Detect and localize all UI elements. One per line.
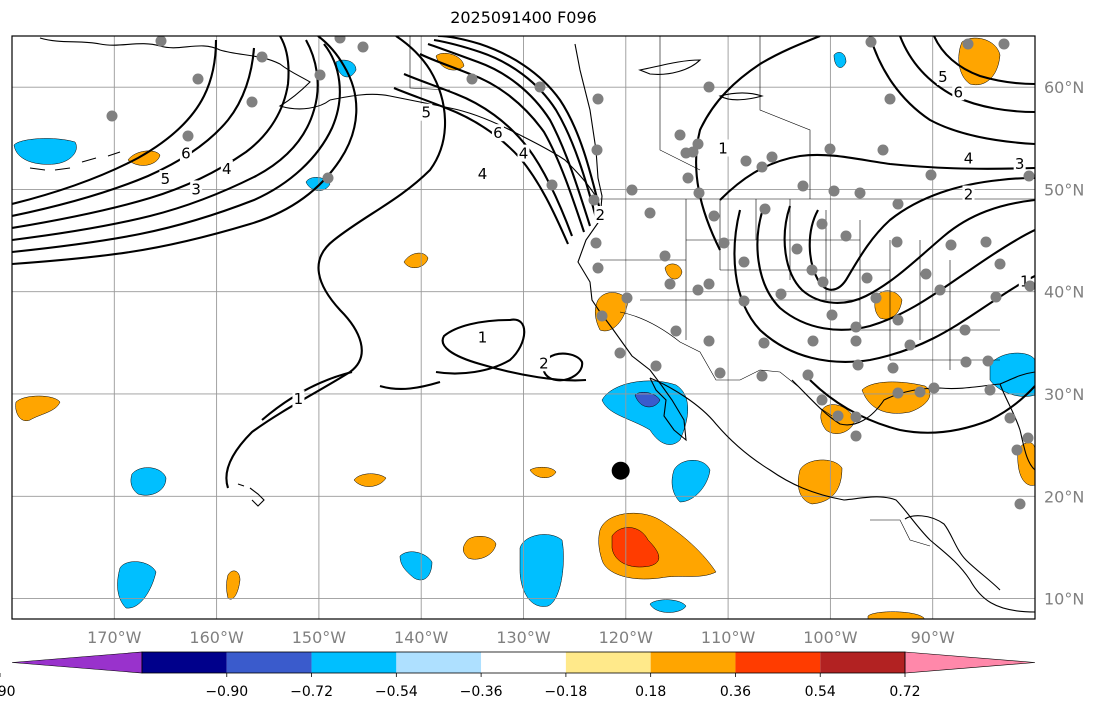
- lat-tick-label: 10°N: [1044, 590, 1084, 609]
- contour-label: 3: [1015, 155, 1025, 173]
- contour-label-bg: [420, 103, 433, 121]
- colorbar-tick-label: −0.54: [375, 684, 418, 700]
- contour-lines: [12, 36, 1035, 489]
- lat-tick-label: 60°N: [1044, 78, 1084, 97]
- contour-label-bg: [179, 144, 192, 162]
- contour-label: 5: [938, 68, 948, 86]
- contour-label-bg: [594, 205, 607, 223]
- lon-tick-label: 140°W: [394, 628, 449, 647]
- contour-label: 4: [478, 165, 488, 183]
- map-title: 2025091400 F096: [450, 8, 597, 27]
- storm-center-marker: [611, 461, 630, 480]
- lat-tick-label: 20°N: [1044, 487, 1084, 506]
- colorbar-tick-label: −0.72: [290, 684, 333, 700]
- colorbar-tick-label: −0.90: [205, 684, 248, 700]
- axis-labels: 170°W 160°W 150°W 140°W 130°W 120°W 110°W 100°W…: [87, 78, 1084, 647]
- colorbar-segment: [820, 652, 905, 673]
- colorbar-extend-max: [904, 651, 1036, 674]
- colorbar-segment: [481, 652, 566, 673]
- contour-label-bg: [936, 67, 949, 85]
- colorbar-extend-min: [11, 651, 143, 674]
- station-dots: [106, 36, 1035, 510]
- contour-label: 1: [478, 329, 488, 347]
- contour-label: 6: [493, 124, 503, 142]
- political-borders: [409, 36, 1035, 547]
- contour-label-bg: [517, 144, 530, 162]
- contour-label-bg: [716, 139, 729, 157]
- contour-label: 1: [718, 140, 728, 158]
- lat-tick-label: 30°N: [1044, 385, 1084, 404]
- contour-label: 4: [222, 160, 232, 178]
- lon-tick-label: 120°W: [599, 628, 654, 647]
- contour-label-bg: [476, 328, 489, 346]
- lon-tick-label: 130°W: [496, 628, 551, 647]
- contour-label: 6: [954, 83, 964, 101]
- lon-tick-label: 170°W: [87, 628, 142, 647]
- contour-label: 4: [519, 145, 529, 163]
- contour-label-bg: [476, 165, 489, 183]
- colorbar-tick-label: 0.36: [720, 684, 751, 700]
- contour-label: 1: [1020, 272, 1030, 290]
- lon-tick-label: 160°W: [189, 628, 244, 647]
- colorbar-segment: [735, 652, 821, 673]
- contour-label: 3: [191, 180, 201, 198]
- contour-label-bg: [962, 149, 975, 167]
- lon-tick-label: 150°W: [292, 628, 347, 647]
- contour-label-bg: [537, 354, 550, 372]
- contour-label: 2: [539, 354, 549, 372]
- lon-tick-label: 100°W: [803, 628, 858, 647]
- lat-tick-label: 40°N: [1044, 283, 1084, 302]
- contour-label-bg: [292, 390, 305, 408]
- colorbar-tick-label: 0.54: [805, 684, 836, 700]
- colorbar-frame: [141, 651, 906, 674]
- contour-label-bg: [1013, 154, 1026, 172]
- lon-tick-label: 90°W: [911, 628, 955, 647]
- lat-tick-label: 50°N: [1044, 180, 1084, 199]
- contour-label-bg: [962, 185, 975, 203]
- colorbar-tick-label: 0.72: [889, 684, 920, 700]
- colorbar-tick-label: 0.90: [0, 684, 16, 700]
- gridlines: [12, 36, 1035, 619]
- contour-label: 4: [964, 150, 974, 168]
- contour-label: 5: [422, 104, 432, 122]
- contour-label: 5: [161, 170, 171, 188]
- contour-label: 6: [181, 145, 191, 163]
- colorbar-segment: [142, 652, 227, 673]
- contour-label-bg: [159, 170, 172, 188]
- contour-label-bg: [220, 159, 233, 177]
- colorbar: −0.90 −0.72 −0.54 −0.36 −0.18 0.18 0.36 0.54 0.7…: [0, 651, 1036, 700]
- colorbar-tick-label: −0.18: [544, 684, 587, 700]
- colorbar-segment: [226, 652, 312, 673]
- map-frame: [11, 35, 1036, 620]
- colorbar-tick-label: −0.36: [460, 684, 503, 700]
- contour-label-bg: [491, 124, 504, 142]
- contour-label: 1: [294, 390, 304, 408]
- lon-tick-label: 110°W: [701, 628, 756, 647]
- colorbar-segment: [311, 652, 397, 673]
- colorbar-segment: [565, 652, 651, 673]
- colorbar-segment: [396, 652, 482, 673]
- contour-label-bg: [952, 83, 965, 101]
- colorbar-segment: [650, 652, 736, 673]
- colorbar-tick-label: 0.18: [635, 684, 666, 700]
- contour-label: 2: [964, 186, 974, 204]
- contour-label: 2: [595, 206, 605, 224]
- contour-label-bg: [190, 180, 203, 198]
